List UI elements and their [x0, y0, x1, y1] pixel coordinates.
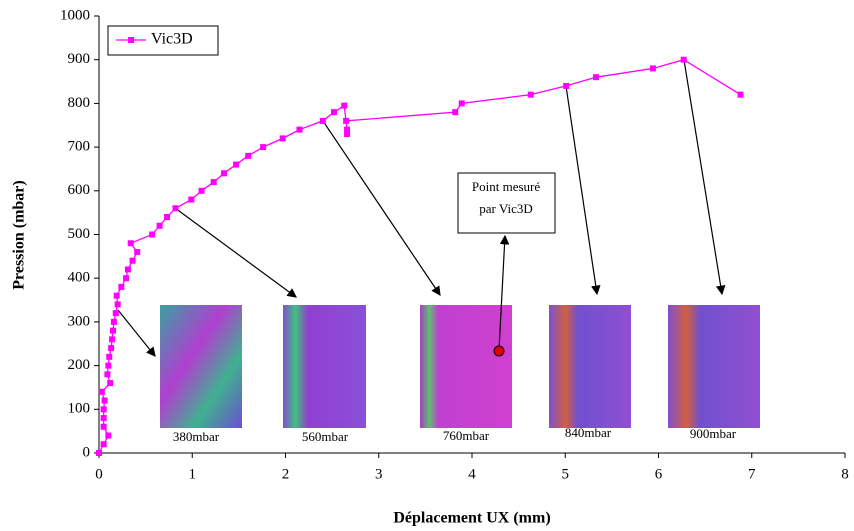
marker [563, 82, 570, 89]
x-label: Déplacement UX (mm) [393, 510, 550, 527]
marker [680, 56, 687, 63]
image-label: 840mbar [565, 425, 612, 440]
marker [108, 345, 115, 352]
y-tick-label: 1000 [60, 7, 90, 23]
marker [104, 371, 111, 378]
marker [172, 205, 179, 212]
marker [319, 117, 326, 124]
marker [452, 109, 459, 116]
marker [649, 65, 656, 72]
marker [100, 423, 107, 430]
marker [105, 432, 112, 439]
x-tick-label: 3 [375, 466, 383, 482]
marker [458, 100, 465, 107]
marker [127, 240, 134, 247]
image-label: 760mbar [443, 428, 490, 443]
x-tick-label: 4 [468, 466, 476, 482]
marker [527, 91, 534, 98]
x-tick-label: 5 [562, 466, 570, 482]
marker [109, 336, 116, 343]
image-label: 900mbar [690, 426, 737, 441]
marker [188, 196, 195, 203]
marker [330, 109, 337, 116]
marker [106, 353, 113, 360]
marker [123, 275, 130, 282]
marker [124, 266, 131, 273]
marker [245, 152, 252, 159]
marker [112, 310, 119, 317]
marker [296, 126, 303, 133]
marker [110, 318, 117, 325]
marker [101, 397, 108, 404]
marker [129, 257, 136, 264]
image-label: 380mbar [173, 429, 220, 444]
y-tick-label: 500 [68, 226, 91, 242]
marker [109, 327, 116, 334]
marker [343, 117, 350, 124]
y-tick-label: 900 [68, 51, 91, 67]
images [160, 305, 760, 428]
y-tick-label: 200 [68, 357, 91, 373]
x-tick-label: 8 [841, 466, 849, 482]
marker [149, 231, 156, 238]
marker [100, 415, 107, 422]
marker [233, 161, 240, 168]
marker [105, 362, 112, 369]
marker [344, 130, 351, 137]
legend-marker [128, 37, 134, 43]
annotation: par Vic3D [479, 201, 533, 216]
x-tick-label: 2 [282, 466, 290, 482]
y-tick-label: 800 [68, 95, 91, 111]
marker [341, 102, 348, 109]
marker [134, 248, 141, 255]
marker [156, 222, 163, 229]
marker [260, 144, 267, 151]
y-tick-label: 300 [68, 313, 91, 329]
marker [100, 406, 107, 413]
x-tick-label: 0 [95, 466, 103, 482]
y-tick-label: 700 [68, 139, 91, 155]
marker [100, 441, 107, 448]
y-tick-label: 400 [68, 270, 91, 286]
marker [737, 91, 744, 98]
marker [113, 292, 120, 299]
marker [107, 380, 114, 387]
x-tick-label: 6 [655, 466, 663, 482]
marker [198, 187, 205, 194]
image-label: 560mbar [302, 429, 349, 444]
marker [114, 301, 121, 308]
x-tick-label: 1 [189, 466, 197, 482]
legend-label: Vic3D [151, 31, 193, 48]
y-label: Pression (mbar) [11, 180, 28, 289]
marker [210, 179, 217, 186]
marker [98, 388, 105, 395]
marker [220, 170, 227, 177]
y-tick-label: 100 [68, 401, 91, 417]
y-tick-label: 0 [83, 444, 91, 460]
x-tick-label: 7 [748, 466, 756, 482]
marker [96, 450, 102, 456]
annotation: Point mesuré [472, 179, 540, 194]
marker [118, 283, 125, 290]
marker [344, 126, 351, 133]
marker [593, 74, 600, 81]
marker [279, 135, 286, 142]
marker [164, 214, 171, 221]
y-tick-label: 600 [68, 182, 91, 198]
